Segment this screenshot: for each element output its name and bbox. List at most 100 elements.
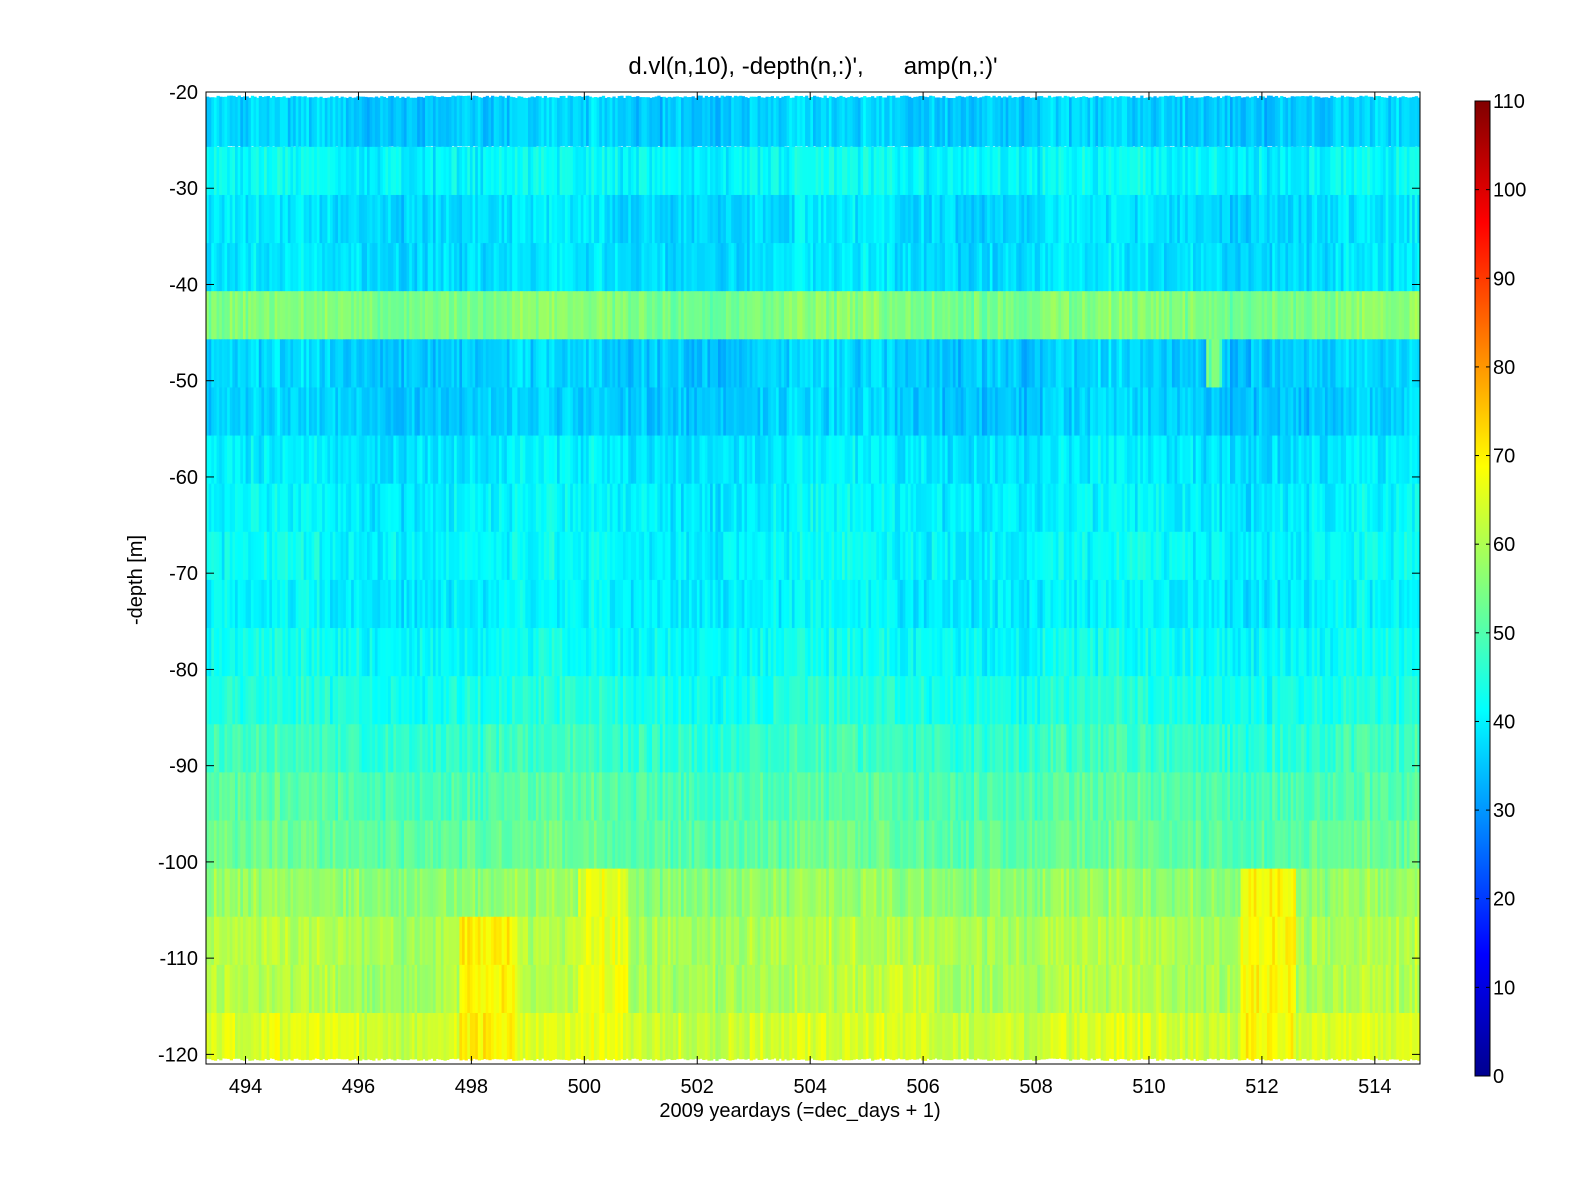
heatmap-cell xyxy=(459,291,463,340)
heatmap-cell xyxy=(894,97,899,149)
heatmap-cell xyxy=(976,483,980,533)
heatmap-cell xyxy=(839,483,843,533)
heatmap-cell xyxy=(1412,291,1416,340)
heatmap-cell xyxy=(878,531,883,581)
heatmap-cell xyxy=(414,194,418,244)
heatmap-cell xyxy=(1008,291,1012,340)
heatmap-cell xyxy=(915,387,920,437)
heatmap-cell xyxy=(295,435,299,485)
heatmap-cell xyxy=(448,291,453,340)
heatmap-cell xyxy=(620,579,624,629)
heatmap-cell xyxy=(760,339,764,388)
heatmap-cell xyxy=(728,95,732,147)
heatmap-cell xyxy=(778,483,782,533)
heatmap-cell xyxy=(543,243,548,292)
heatmap-cell xyxy=(467,387,471,437)
heatmap-cell xyxy=(1274,194,1279,244)
heatmap-cell xyxy=(786,387,790,437)
heatmap-cell xyxy=(1026,531,1031,581)
heatmap-cell xyxy=(330,339,334,388)
heatmap-cell xyxy=(889,435,893,485)
heatmap-cell xyxy=(224,96,228,148)
heatmap-cell xyxy=(1356,339,1360,388)
heatmap-cell xyxy=(345,579,350,629)
heatmap-cell xyxy=(989,243,994,292)
heatmap-cell xyxy=(403,579,408,629)
heatmap-cell xyxy=(459,194,463,244)
heatmap-cell xyxy=(1029,435,1033,485)
heatmap-cell xyxy=(617,194,621,244)
heatmap-cell xyxy=(741,339,745,388)
heatmap-cell xyxy=(810,531,814,581)
heatmap-cell xyxy=(1003,243,1007,292)
heatmap-cell xyxy=(863,146,867,196)
heatmap-cell xyxy=(425,483,429,533)
heatmap-cell xyxy=(794,435,798,485)
heatmap-cell xyxy=(612,435,616,485)
heatmap-cell xyxy=(454,339,458,388)
heatmap-cell xyxy=(1074,579,1078,629)
heatmap-cell xyxy=(1171,435,1176,485)
heatmap-cell xyxy=(1330,291,1334,340)
heatmap-cell xyxy=(989,579,994,629)
heatmap-cell xyxy=(224,146,228,196)
heatmap-cell xyxy=(327,483,331,533)
heatmap-cell xyxy=(884,435,888,485)
heatmap-cell xyxy=(1335,339,1339,388)
heatmap-cell xyxy=(287,194,292,244)
heatmap-cell xyxy=(881,435,885,485)
heatmap-cell xyxy=(1061,243,1065,292)
heatmap-cell xyxy=(1029,339,1033,388)
heatmap-cell xyxy=(586,95,590,147)
heatmap-cell xyxy=(388,483,392,533)
heatmap-cell xyxy=(644,387,648,437)
heatmap-cell xyxy=(517,531,521,581)
heatmap-cell xyxy=(588,435,592,485)
heatmap-cell xyxy=(1098,97,1102,148)
heatmap-cell xyxy=(1013,435,1017,485)
heatmap-cell xyxy=(586,146,590,196)
heatmap-cell xyxy=(1243,146,1247,196)
heatmap-cell xyxy=(615,339,619,388)
heatmap-cell xyxy=(1166,339,1170,388)
heatmap-cell xyxy=(612,96,616,148)
heatmap-cell xyxy=(1306,96,1310,147)
heatmap-cell xyxy=(435,243,439,292)
heatmap-cell xyxy=(562,194,566,244)
heatmap-cell xyxy=(1324,339,1329,388)
heatmap-cell xyxy=(636,339,640,388)
heatmap-cell xyxy=(865,483,870,533)
heatmap-cell xyxy=(385,243,389,292)
heatmap-cell xyxy=(527,387,532,437)
heatmap-cell xyxy=(675,96,680,147)
heatmap-cell xyxy=(316,483,321,533)
heatmap-cell xyxy=(538,387,542,437)
heatmap-cell xyxy=(760,194,764,244)
heatmap-cell xyxy=(876,483,880,533)
heatmap-cell xyxy=(1235,243,1239,292)
heatmap-cell xyxy=(1295,291,1300,340)
heatmap-cell xyxy=(1280,435,1284,485)
heatmap-cell xyxy=(1053,339,1057,388)
heatmap-cell xyxy=(691,194,695,244)
heatmap-cell xyxy=(1003,435,1007,485)
heatmap-cell xyxy=(1388,146,1392,196)
heatmap-cell xyxy=(374,146,379,196)
heatmap-cell xyxy=(942,194,946,244)
heatmap-cell xyxy=(570,339,574,388)
heatmap-cell xyxy=(995,291,999,340)
heatmap-cell xyxy=(261,579,265,629)
heatmap-cell xyxy=(1414,243,1418,292)
heatmap-cell xyxy=(1224,339,1228,388)
heatmap-cell xyxy=(1134,339,1139,388)
heatmap-cell xyxy=(717,243,722,292)
heatmap-cell xyxy=(921,387,925,437)
heatmap-cell xyxy=(501,243,505,292)
heatmap-cell xyxy=(469,339,474,388)
heatmap-cell xyxy=(752,531,756,581)
heatmap-cell xyxy=(1129,579,1133,629)
heatmap-cell xyxy=(630,435,635,485)
heatmap-cell xyxy=(1047,194,1052,244)
heatmap-cell xyxy=(488,146,492,196)
heatmap-cell xyxy=(253,387,257,437)
